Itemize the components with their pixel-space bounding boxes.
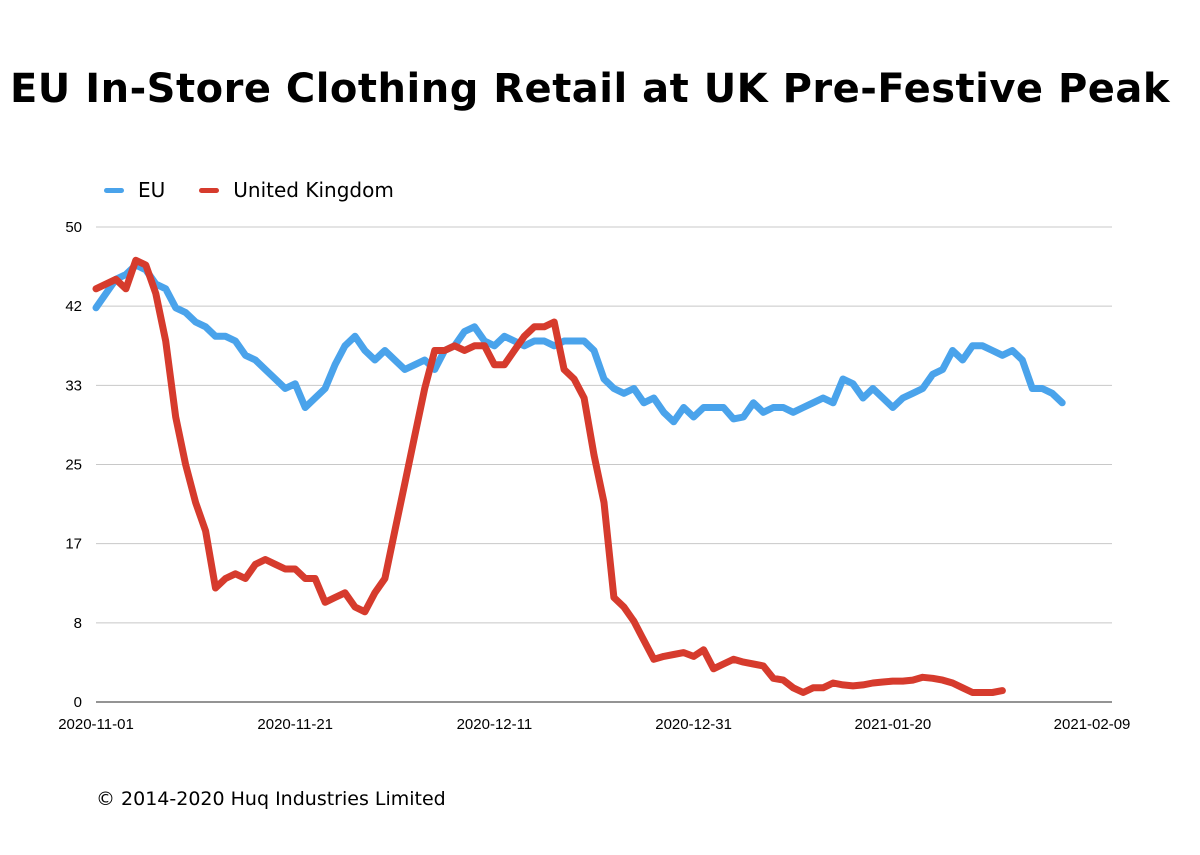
x-tick-label: 2020-11-01 bbox=[58, 716, 134, 733]
x-tick-label: 2020-12-31 bbox=[655, 716, 732, 733]
y-tick-label: 0 bbox=[74, 694, 82, 711]
legend-label-uk: United Kingdom bbox=[233, 178, 394, 202]
y-tick-label: 25 bbox=[65, 457, 82, 474]
x-tick-label: 2021-02-09 bbox=[1054, 716, 1131, 733]
y-tick-label: 50 bbox=[65, 219, 82, 236]
legend-swatch-uk bbox=[199, 187, 220, 193]
legend-item-eu: EU bbox=[104, 178, 165, 202]
legend-swatch-eu bbox=[104, 187, 124, 193]
x-tick-label: 2020-11-21 bbox=[257, 716, 333, 733]
series-line-united-kingdom bbox=[92, 256, 1006, 696]
y-tick-label: 17 bbox=[65, 536, 82, 553]
legend-label-eu: EU bbox=[138, 178, 166, 202]
chart-title: EU In-Store Clothing Retail at UK Pre-Fe… bbox=[9, 66, 1171, 112]
x-tick-label: 2020-12-11 bbox=[457, 716, 533, 733]
x-tick-label: 2021-01-20 bbox=[854, 716, 931, 733]
series-line-eu bbox=[92, 261, 1066, 426]
legend-item-uk: United Kingdom bbox=[199, 178, 394, 202]
y-tick-label: 33 bbox=[65, 377, 82, 394]
copyright-notice: © 2014-2020 Huq Industries Limited bbox=[96, 788, 446, 810]
chart-legend: EU United Kingdom bbox=[104, 178, 428, 202]
y-tick-label: 42 bbox=[65, 298, 82, 315]
y-tick-label: 8 bbox=[74, 615, 82, 632]
